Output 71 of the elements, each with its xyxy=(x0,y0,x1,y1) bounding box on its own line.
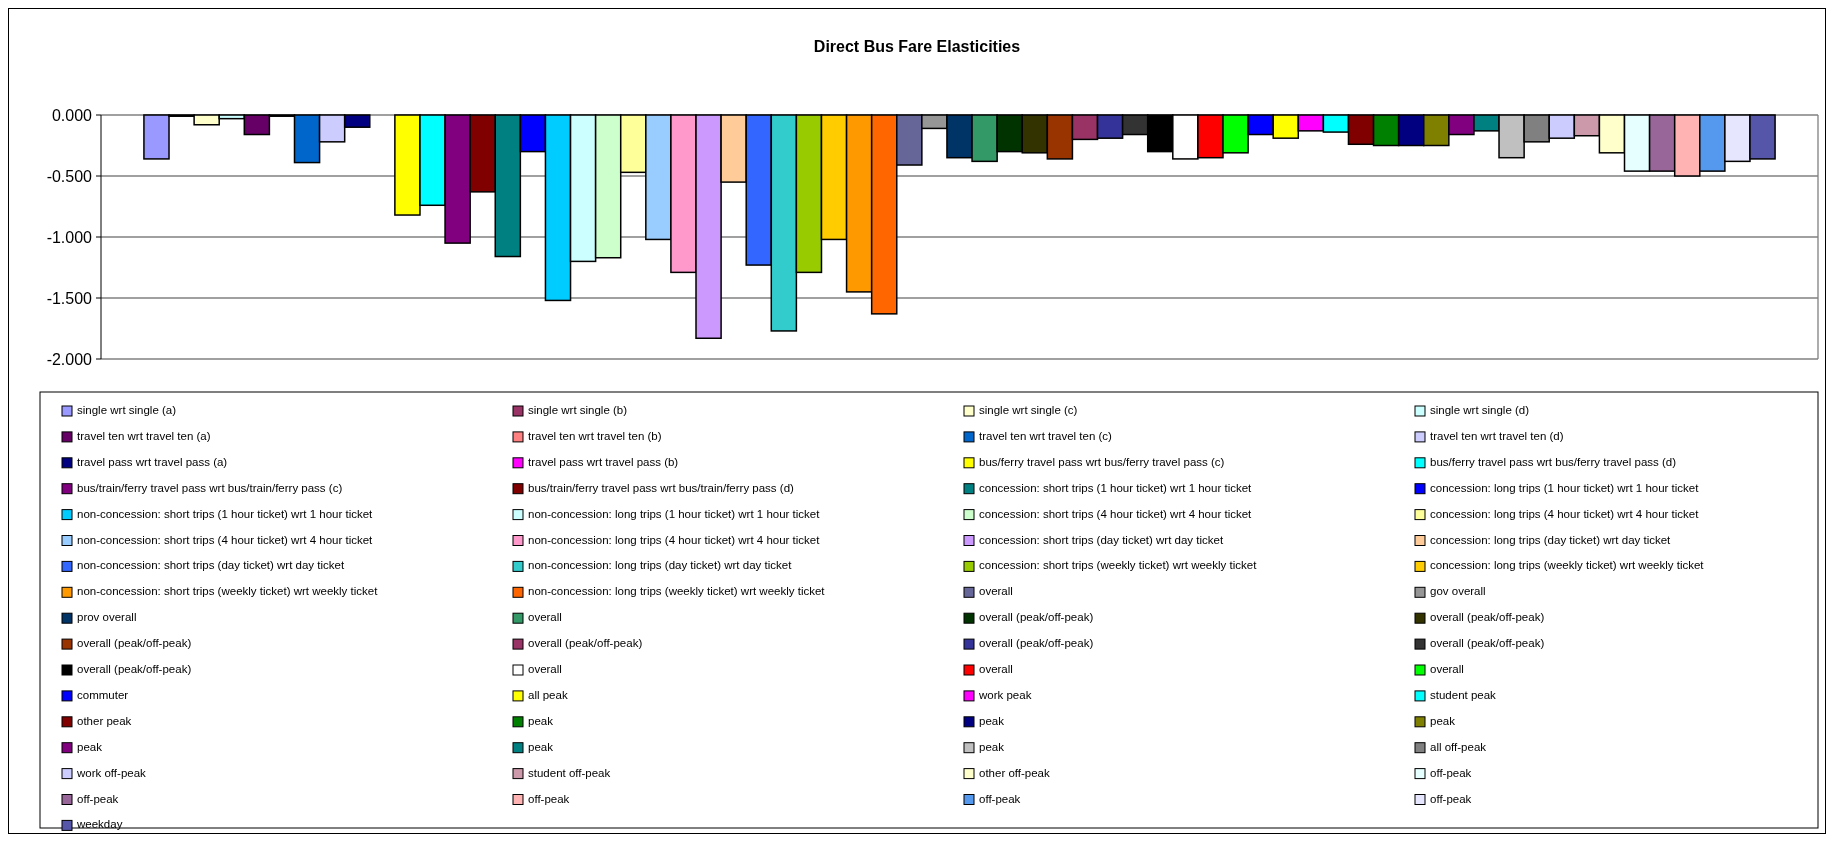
legend-label: concession: long trips (weekly ticket) wrt weekly ticket xyxy=(1430,559,1705,572)
legend-label: bus/ferry travel pass wrt bus/ferry travel pass (d) xyxy=(1430,455,1677,468)
legend-label: concession: short trips (4 hour ticket) wrt 4 hour ticket xyxy=(979,507,1253,520)
legend-label: concession: short trips (weekly ticket) wrt weekly ticket xyxy=(979,559,1258,572)
legend-label: overall (peak/off-peak) xyxy=(1430,611,1545,624)
legend-label: all off-peak xyxy=(1430,740,1487,753)
legend-label: work peak xyxy=(978,688,1032,701)
legend-label: gov overall xyxy=(1430,585,1486,598)
legend-label: travel ten wrt travel ten (d) xyxy=(1430,429,1564,442)
legend-label: student off-peak xyxy=(528,766,611,779)
legend-label: other peak xyxy=(77,714,132,727)
legend-label: overall (peak/off-peak) xyxy=(77,637,192,650)
legend-label: peak xyxy=(979,714,1005,727)
legend-label: travel pass wrt travel pass (a) xyxy=(77,455,228,468)
legend-label: travel ten wrt travel ten (c) xyxy=(979,429,1113,442)
legend-label: non-concession: short trips (4 hour ticket) wrt 4 hour ticket xyxy=(77,533,374,546)
legend-label: peak xyxy=(528,740,554,753)
legend-label: non-concession: long trips (day ticket) wrt day ticket xyxy=(528,559,793,572)
legend-label: overall (peak/off-peak) xyxy=(979,611,1094,624)
chart-title: Direct Bus Fare Elasticities xyxy=(813,38,1021,55)
legend-label: non-concession: short trips (weekly ticket) wrt weekly ticket xyxy=(77,585,379,598)
legend-label: commuter xyxy=(77,688,129,701)
legend-label: other off-peak xyxy=(979,766,1050,779)
legend-label: off-peak xyxy=(528,792,570,805)
legend-label: overall xyxy=(528,663,562,675)
y-tick-label: -1.000 xyxy=(46,228,93,246)
legend-label: all peak xyxy=(528,688,568,701)
legend-label: student peak xyxy=(1430,688,1497,701)
legend-label: travel pass wrt travel pass (b) xyxy=(528,455,679,468)
legend-label: single wrt single (c) xyxy=(979,404,1078,416)
legend-label: bus/train/ferry travel pass wrt bus/train/ferry pass (d) xyxy=(528,481,795,494)
legend-label: concession: long trips (day ticket) wrt day ticket xyxy=(1430,533,1672,546)
legend-label: work off-peak xyxy=(76,766,147,779)
y-tick-label: -1.500 xyxy=(46,289,93,307)
legend-label: non-concession: long trips (1 hour ticket) wrt 1 hour ticket xyxy=(528,507,821,520)
legend-label: concession: long trips (1 hour ticket) wrt 1 hour ticket xyxy=(1430,481,1700,494)
legend-label: bus/train/ferry travel pass wrt bus/train/ferry pass (c) xyxy=(77,481,343,494)
legend-label: concession: short trips (day ticket) wrt day ticket xyxy=(979,533,1224,546)
legend-label: peak xyxy=(979,740,1005,753)
y-tick-label: 0.000 xyxy=(51,106,93,124)
legend-label: prov overall xyxy=(77,611,137,624)
legend-label: overall xyxy=(979,585,1013,598)
legend-label: single wrt single (a) xyxy=(77,404,177,416)
legend-label: overall xyxy=(979,663,1013,675)
legend-label: concession: long trips (4 hour ticket) wrt 4 hour ticket xyxy=(1430,507,1700,520)
legend-label: peak xyxy=(77,740,103,753)
legend-label: concession: short trips (1 hour ticket) wrt 1 hour ticket xyxy=(979,481,1253,494)
legend-label: single wrt single (d) xyxy=(1430,404,1530,416)
legend-label: overall (peak/off-peak) xyxy=(528,637,643,650)
legend-label: overall (peak/off-peak) xyxy=(979,637,1094,650)
legend-label: off-peak xyxy=(979,792,1021,805)
legend-label: overall (peak/off-peak) xyxy=(77,663,192,675)
legend-label: non-concession: long trips (weekly ticket) wrt weekly ticket xyxy=(528,585,826,598)
legend-label: off-peak xyxy=(1430,792,1472,805)
legend-label: non-concession: short trips (1 hour ticket) wrt 1 hour ticket xyxy=(77,507,374,520)
legend-label: weekday xyxy=(76,818,123,831)
legend-label: off-peak xyxy=(77,792,119,805)
legend-label: overall (peak/off-peak) xyxy=(1430,637,1545,650)
legend-label: off-peak xyxy=(1430,766,1472,779)
legend-label: overall xyxy=(528,611,562,624)
legend-label: single wrt single (b) xyxy=(528,404,628,416)
legend-label: peak xyxy=(528,714,554,727)
legend-label: non-concession: long trips (4 hour ticket) wrt 4 hour ticket xyxy=(528,533,821,546)
y-tick-label: -2.000 xyxy=(46,350,93,368)
legend-label: travel ten wrt travel ten (b) xyxy=(528,429,662,442)
legend-label: non-concession: short trips (day ticket) wrt day ticket xyxy=(77,559,345,572)
legend-label: overall xyxy=(1430,663,1464,675)
legend-label: bus/ferry travel pass wrt bus/ferry travel pass (c) xyxy=(979,455,1225,468)
legend-label: peak xyxy=(1430,714,1456,727)
y-tick-label: -0.500 xyxy=(46,167,93,185)
legend-label: travel ten wrt travel ten (a) xyxy=(77,429,211,442)
